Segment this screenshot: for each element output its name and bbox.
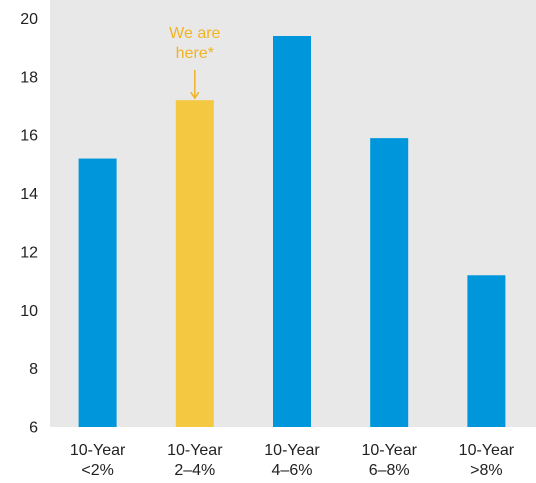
annotation-text: here* (176, 45, 214, 62)
x-tick-label: >8% (470, 462, 502, 479)
x-tick-label: 6–8% (369, 462, 410, 479)
x-tick-label: 4–6% (272, 462, 313, 479)
x-tick-label: 10-Year (264, 442, 320, 459)
bar (175, 100, 214, 427)
annotation-arrow-head (190, 91, 200, 100)
bar (370, 138, 409, 427)
x-tick-label: 10-Year (167, 442, 223, 459)
x-tick-label: 10-Year (70, 442, 126, 459)
bar (273, 36, 311, 427)
x-tick-label: 2–4% (174, 462, 215, 479)
y-tick-label: 18 (20, 69, 38, 86)
x-tick-label: 10-Year (361, 442, 417, 459)
x-axis: 10-Year <2% 10-Year 2–4% 10-Year 4–6% 10-Year 6… (70, 442, 515, 479)
y-tick-label: 14 (20, 186, 38, 203)
bar (467, 275, 506, 427)
bar (78, 158, 117, 428)
x-tick-label: 10-Year (459, 442, 515, 459)
y-axis: 6 8 10 12 14 16 18 20 (20, 11, 38, 437)
y-tick-label: 10 (20, 303, 38, 320)
annotation: We are here* (169, 25, 221, 100)
y-tick-label: 12 (20, 244, 38, 261)
annotation-text: We are (169, 25, 220, 42)
y-tick-label: 8 (29, 361, 38, 378)
bars (78, 36, 506, 428)
x-tick-label: <2% (81, 462, 113, 479)
y-tick-label: 16 (20, 128, 38, 145)
y-tick-label: 20 (20, 11, 38, 28)
y-tick-label: 6 (29, 420, 38, 437)
